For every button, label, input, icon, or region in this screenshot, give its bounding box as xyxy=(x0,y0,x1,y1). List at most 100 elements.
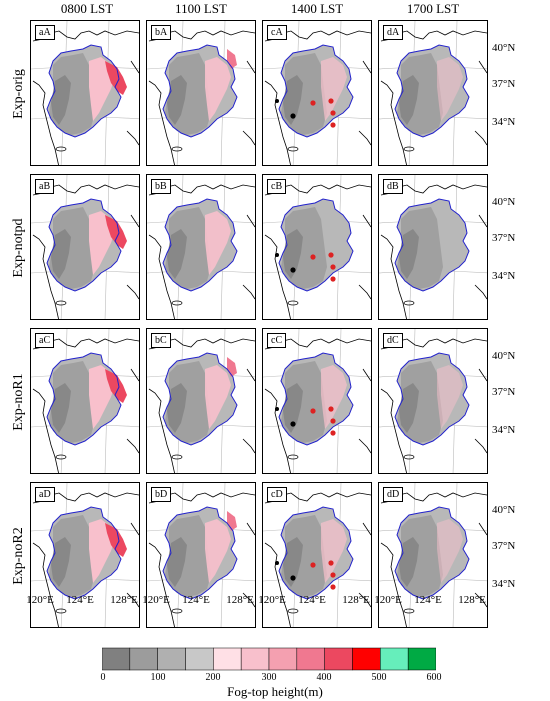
station-marker xyxy=(275,99,279,103)
island-outline xyxy=(403,608,415,614)
island-outline xyxy=(403,454,415,460)
fog-boundary xyxy=(162,198,238,292)
lat-label: 37°N xyxy=(492,78,516,90)
fog-low-layer xyxy=(399,75,419,125)
map-panel: bD xyxy=(146,482,256,628)
fog-map xyxy=(263,21,371,165)
colorbar-tick: 200 xyxy=(205,672,221,683)
lon-label: 128°E xyxy=(458,594,486,606)
colorbar-swatch xyxy=(352,647,381,671)
fog-map xyxy=(31,483,139,627)
coastline xyxy=(148,30,255,165)
fog-map xyxy=(263,175,371,319)
island-outline xyxy=(55,454,67,460)
station-marker xyxy=(330,276,336,282)
lon-label: 120°E xyxy=(374,594,402,606)
fog-pink-layer xyxy=(205,519,231,583)
coastline xyxy=(32,492,139,627)
panel-label: dD xyxy=(383,487,404,502)
station-marker xyxy=(330,572,336,578)
lon-label: 128°E xyxy=(342,594,370,606)
station-marker xyxy=(290,113,296,119)
fog-low-layer xyxy=(399,537,419,587)
island-outline xyxy=(403,300,415,306)
lat-label: 40°N xyxy=(492,42,516,54)
station-marker xyxy=(310,100,316,106)
map-panel: bB xyxy=(146,174,256,320)
island-outline xyxy=(55,608,67,614)
colorbar-swatch xyxy=(213,647,242,671)
fog-map xyxy=(147,483,255,627)
fog-low-layer xyxy=(167,537,187,587)
island-outline xyxy=(287,454,299,460)
fog-red-layer xyxy=(105,215,127,249)
panel-label: dC xyxy=(383,333,403,348)
panel-label: cC xyxy=(267,333,287,348)
fog-low-layer xyxy=(283,75,303,125)
column-title: 0800 LST xyxy=(60,1,114,16)
panel-label: aD xyxy=(35,487,55,502)
lon-label: 124°E xyxy=(298,594,326,606)
panel-label: dB xyxy=(383,179,403,194)
station-marker xyxy=(290,575,296,581)
panel-label: bA xyxy=(151,25,172,40)
row-title: Exp-noR1 xyxy=(11,373,26,431)
fog-boundary xyxy=(162,506,238,600)
coastline xyxy=(264,184,371,319)
station-marker xyxy=(330,430,336,436)
fog-pink-layer xyxy=(321,519,347,583)
fog-boundary xyxy=(46,506,122,600)
station-marker xyxy=(328,560,334,566)
station-marker xyxy=(310,408,316,414)
lat-label: 37°N xyxy=(492,232,516,244)
panel-label: bD xyxy=(151,487,172,502)
fog-boundary xyxy=(394,506,470,600)
coastline xyxy=(380,492,487,627)
coastline xyxy=(32,30,139,165)
colorbar-swatch xyxy=(157,647,186,671)
fog-pink-layer xyxy=(205,365,231,429)
coastline xyxy=(264,492,371,627)
fog-boundary xyxy=(162,352,238,446)
island-outline xyxy=(171,146,183,152)
fog-boundary xyxy=(46,352,122,446)
lon-label: 128°E xyxy=(226,594,254,606)
colorbar-swatch xyxy=(102,647,131,671)
map-panel: aB xyxy=(30,174,140,320)
map-panel: cA xyxy=(262,20,372,166)
panel-label: bC xyxy=(151,333,171,348)
lat-label: 37°N xyxy=(492,386,516,398)
map-panel: aD xyxy=(30,482,140,628)
fog-map xyxy=(379,329,487,473)
colorbar-swatch xyxy=(129,647,158,671)
fog-pink-layer xyxy=(321,57,347,121)
map-panel: cC xyxy=(262,328,372,474)
station-marker xyxy=(330,418,336,424)
lat-label: 34°N xyxy=(492,424,516,436)
station-marker xyxy=(330,122,336,128)
map-panel: aA xyxy=(30,20,140,166)
map-panel: dB xyxy=(378,174,488,320)
fog-low-layer xyxy=(283,229,303,279)
colorbar-swatch xyxy=(240,647,270,671)
coastline xyxy=(264,30,371,165)
lat-label: 34°N xyxy=(492,116,516,128)
station-marker xyxy=(275,253,279,257)
colorbar-swatch xyxy=(185,647,214,671)
station-marker xyxy=(330,584,336,590)
colorbar-swatch xyxy=(296,647,325,671)
fog-map xyxy=(147,175,255,319)
fog-pink-layer xyxy=(205,211,231,275)
fog-boundary xyxy=(394,352,470,446)
fog-low-layer xyxy=(399,383,419,433)
station-marker xyxy=(310,254,316,260)
row-title: Exp-orig xyxy=(11,69,26,119)
colorbar xyxy=(102,647,436,671)
station-marker xyxy=(328,98,334,104)
column-title: 1700 LST xyxy=(406,1,460,16)
panel-label: dA xyxy=(383,25,404,40)
fog-map xyxy=(379,483,487,627)
fog-low-layer xyxy=(283,383,303,433)
colorbar-label: Fog-top height(m) xyxy=(227,684,323,699)
lon-label: 120°E xyxy=(26,594,54,606)
